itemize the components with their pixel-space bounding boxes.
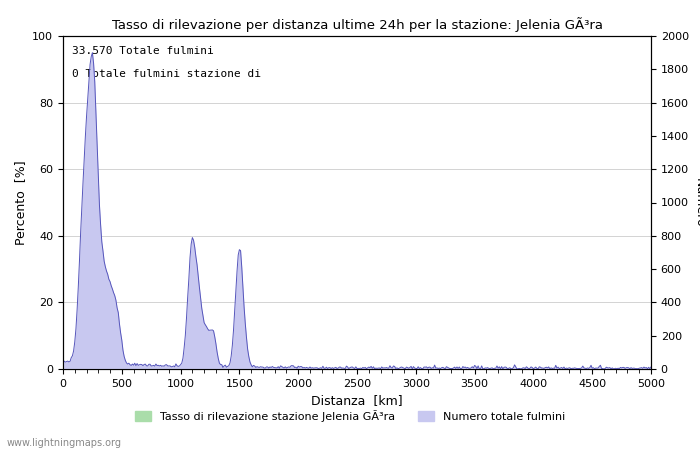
Legend: Tasso di rilevazione stazione Jelenia GÃ³ra, Numero totale fulmini: Tasso di rilevazione stazione Jelenia GÃ… <box>130 405 570 427</box>
Text: 0 Totale fulmini stazione di: 0 Totale fulmini stazione di <box>72 69 261 79</box>
Text: 33.570 Totale fulmini: 33.570 Totale fulmini <box>72 46 214 56</box>
Y-axis label: Numero: Numero <box>692 178 700 227</box>
Y-axis label: Percento  [%]: Percento [%] <box>14 160 27 245</box>
Title: Tasso di rilevazione per distanza ultime 24h per la stazione: Jelenia GÃ³ra: Tasso di rilevazione per distanza ultime… <box>111 17 603 32</box>
X-axis label: Distanza  [km]: Distanza [km] <box>312 394 402 407</box>
Text: www.lightningmaps.org: www.lightningmaps.org <box>7 438 122 448</box>
